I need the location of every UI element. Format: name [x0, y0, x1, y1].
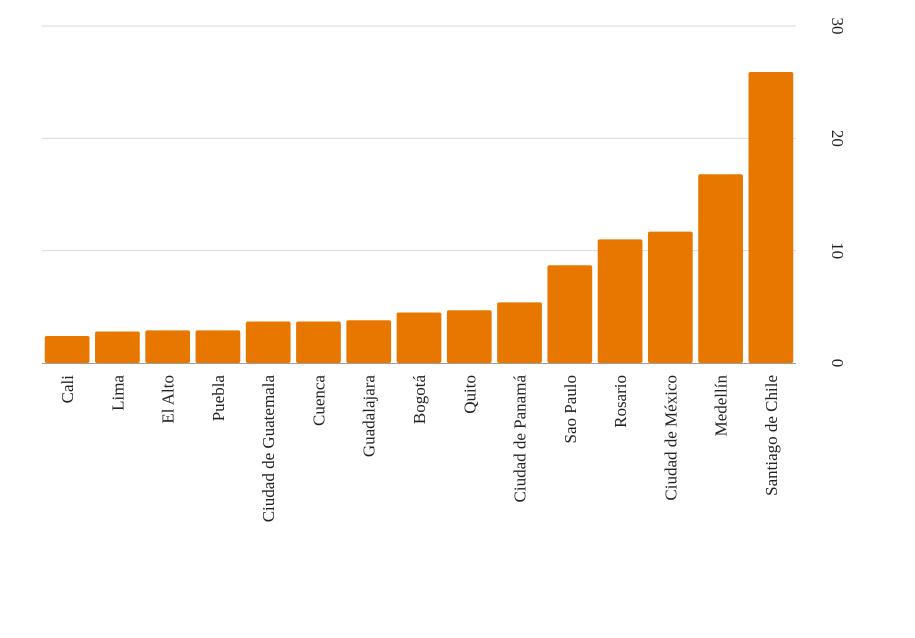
bar [95, 331, 140, 363]
category-label: Puebla [209, 375, 228, 422]
y-tick-label: 0 [828, 359, 847, 368]
bar [547, 265, 593, 363]
category-label: Lima [108, 375, 127, 411]
bar [145, 330, 191, 363]
bar [497, 302, 542, 363]
bar [647, 231, 693, 363]
bar [597, 239, 643, 363]
category-label: El Alto [159, 375, 178, 424]
gridlines [42, 25, 796, 252]
category-label: Santiago de Chile [762, 375, 781, 496]
bar [245, 321, 291, 363]
category-label: Guadalajara [360, 375, 379, 458]
category-label: Cali [58, 375, 77, 404]
bar [446, 310, 492, 363]
category-labels: Cali Lima El Alto Puebla Ciudad de Guatemala… [58, 375, 781, 523]
category-label: Ciudad de Guatemala [259, 375, 278, 523]
bar [748, 72, 794, 363]
category-label: Ciudad de Panamá [511, 375, 530, 503]
y-tick-label: 10 [828, 242, 847, 259]
bar [195, 330, 241, 363]
category-label: Cuenca [309, 375, 328, 426]
bar [296, 321, 341, 363]
bar [396, 312, 442, 363]
category-label: Quito [460, 375, 479, 414]
y-tick-label: 20 [828, 130, 847, 147]
category-label: Medellín [712, 375, 731, 437]
bars [44, 72, 794, 363]
bar [698, 174, 743, 363]
category-label: Ciudad de México [661, 375, 680, 501]
y-tick-label: 30 [828, 18, 847, 35]
category-label: Sao Paulo [561, 375, 580, 443]
bar [346, 320, 392, 363]
bar [44, 336, 90, 363]
category-label: Bogotá [410, 375, 429, 425]
category-label: Rosario [611, 375, 630, 428]
y-axis-ticks: 0 10 20 30 [828, 18, 847, 368]
